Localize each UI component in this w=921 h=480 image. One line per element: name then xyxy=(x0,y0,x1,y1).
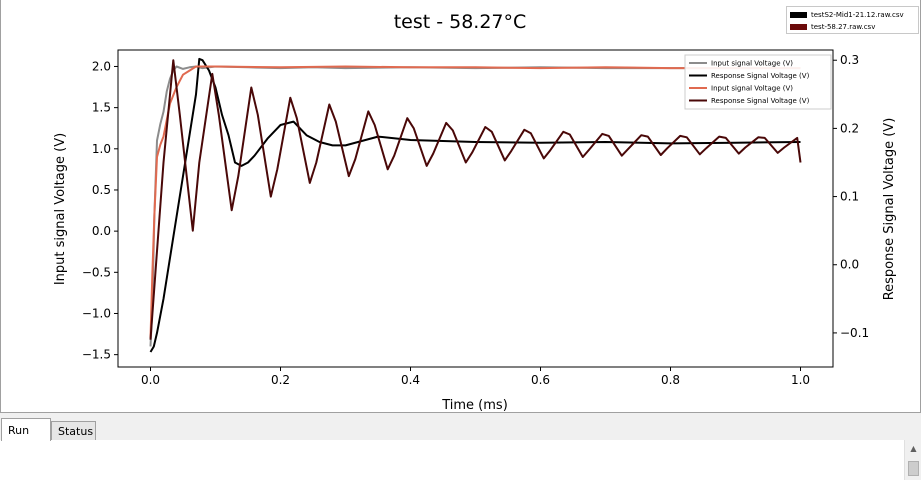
file-legend-label: testS2-Mid1-21.12.raw.csv xyxy=(811,10,904,19)
y-left-tick-label: 1.0 xyxy=(92,142,111,156)
x-tick-label: 0.6 xyxy=(531,373,550,387)
series-legend-label: Input signal Voltage (V) xyxy=(711,85,793,93)
scrollbar-thumb[interactable] xyxy=(908,461,919,476)
y-axis-right: −0.1 0.0 0.1 0.2 0.3 xyxy=(833,53,869,340)
tab-run[interactable]: Run xyxy=(1,418,51,441)
x-tick-label: 0.2 xyxy=(271,373,290,387)
y-right-tick-label: 0.1 xyxy=(840,190,859,204)
file-legend-swatch xyxy=(790,11,807,18)
y-axis-left: −1.5 −1.0 −0.5 0.0 0.5 1.0 1.5 2.0 xyxy=(82,59,118,362)
y-left-tick-label: −1.5 xyxy=(82,348,111,362)
tab-status[interactable]: Status xyxy=(51,421,96,441)
series-layer xyxy=(149,57,802,353)
tab-status-label: Status xyxy=(58,425,94,438)
series-legend-label: Response Signal Voltage (V) xyxy=(711,72,810,80)
series-legend-label: Input signal Voltage (V) xyxy=(711,60,793,68)
y-left-tick-label: −1.0 xyxy=(82,306,111,320)
x-axis: 0.0 0.2 0.4 0.6 0.8 1.0 xyxy=(141,367,810,387)
series-legend-label: Response Signal Voltage (V) xyxy=(711,97,810,105)
scroll-up-icon[interactable]: ▲ xyxy=(910,444,917,453)
chart-title: test - 58.27°C xyxy=(394,11,527,33)
y-right-tick-label: 0.2 xyxy=(840,121,859,135)
x-tick-label: 1.0 xyxy=(791,373,810,387)
file-legend-item: testS2-Mid1-21.12.raw.csv xyxy=(790,9,904,20)
y-left-tick-label: 0.5 xyxy=(92,183,111,197)
file-legend-swatch xyxy=(790,23,807,30)
x-tick-label: 0.4 xyxy=(401,373,420,387)
y-axis-right-label: Response Signal Voltage (V) xyxy=(882,118,897,301)
chart-canvas: test - 58.27°C 0.0 0.2 0.4 0.6 0.8 1.0 −1.5−1… xyxy=(53,11,897,412)
series-legend-box xyxy=(684,54,832,110)
file-legend-label: test-58.27.raw.csv xyxy=(811,22,876,31)
y-right-tick-label: 0.0 xyxy=(840,258,859,272)
x-tick-label: 0.8 xyxy=(661,373,680,387)
run-content-panel xyxy=(0,440,921,480)
series-input-voltage-58 xyxy=(149,65,801,339)
y-right-tick-label: −0.1 xyxy=(840,326,869,340)
file-legend: testS2-Mid1-21.12.raw.csv test-58.27.raw… xyxy=(786,6,919,34)
series-response-voltage-mid1 xyxy=(149,57,801,353)
series-response-voltage-58 xyxy=(149,59,802,340)
plot-panel: test - 58.27°C 0.0 0.2 0.4 0.6 0.8 1.0 −1.5 −1… xyxy=(0,0,921,412)
file-legend-item: test-58.27.raw.csv xyxy=(790,21,875,32)
y-left-tick-label: 1.5 xyxy=(92,101,111,115)
y-axis-left-label: Input signal Voltage (V) xyxy=(53,133,68,285)
tab-run-label: Run xyxy=(8,423,30,437)
tab-bar: Run Status xyxy=(0,412,921,441)
y-left-tick-label: 2.0 xyxy=(92,59,111,73)
x-tick-label: 0.0 xyxy=(141,373,160,387)
y-left-tick-label: −0.5 xyxy=(82,265,111,279)
y-right-tick-label: 0.3 xyxy=(840,53,859,67)
series-legend: Input signal Voltage (V) Response Signal … xyxy=(684,54,832,110)
y-left-tick-label: 0.0 xyxy=(92,224,111,238)
x-axis-label: Time (ms) xyxy=(441,398,508,412)
